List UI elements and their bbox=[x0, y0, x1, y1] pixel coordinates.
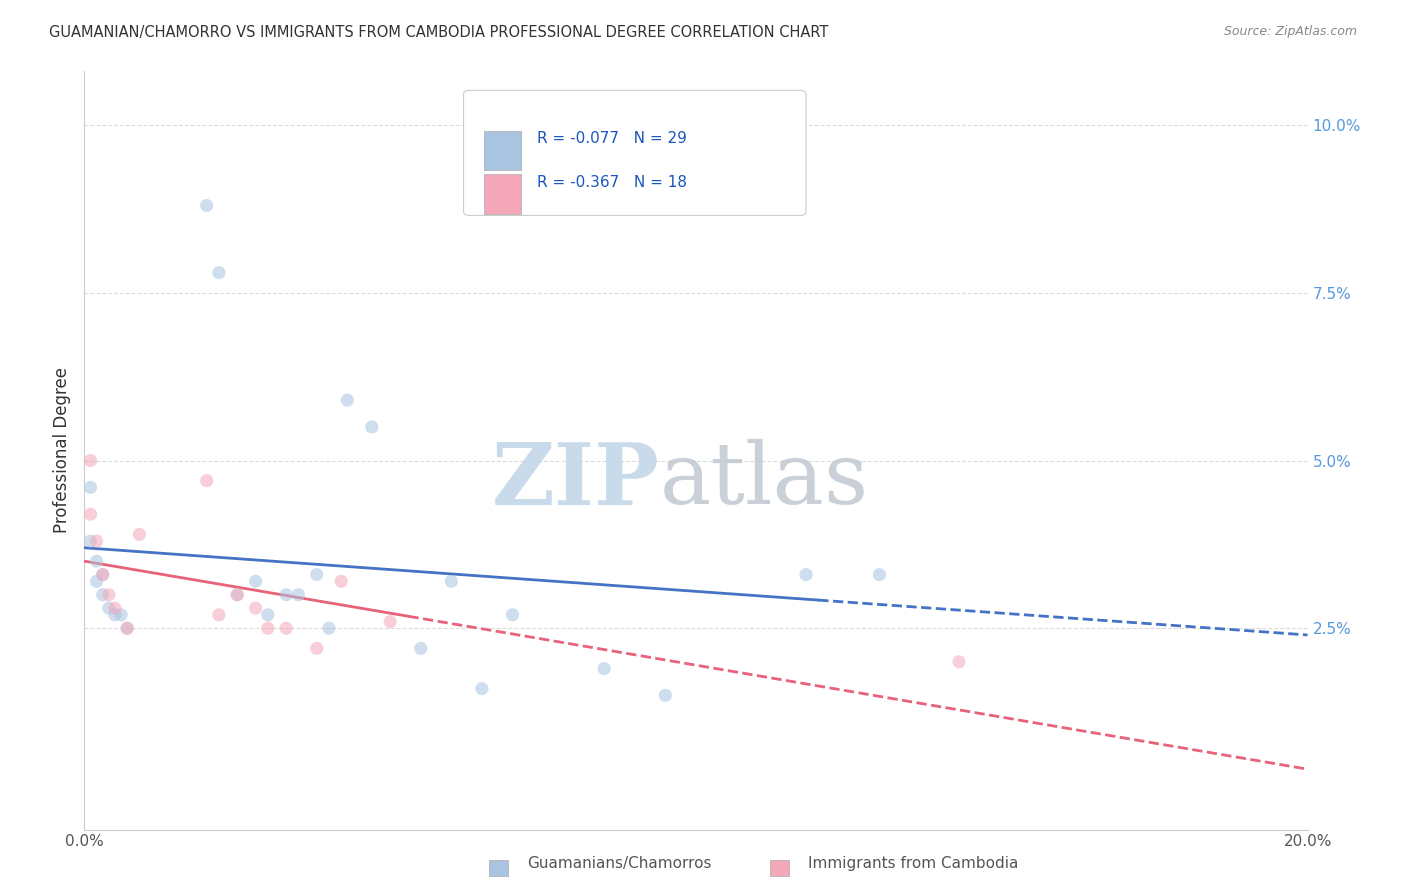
Point bbox=[97, 588, 120, 602]
Point bbox=[128, 527, 150, 541]
Point bbox=[593, 661, 616, 675]
Point bbox=[287, 588, 309, 602]
Text: Guamanians/Chamorros: Guamanians/Chamorros bbox=[527, 856, 711, 871]
Point bbox=[794, 567, 817, 582]
Point bbox=[502, 607, 524, 622]
FancyBboxPatch shape bbox=[464, 90, 806, 216]
Point bbox=[380, 615, 402, 629]
Point bbox=[208, 266, 231, 280]
Text: GUAMANIAN/CHAMORRO VS IMMIGRANTS FROM CAMBODIA PROFESSIONAL DEGREE CORRELATION C: GUAMANIAN/CHAMORRO VS IMMIGRANTS FROM CA… bbox=[49, 25, 828, 40]
Point bbox=[79, 480, 101, 494]
Point bbox=[276, 588, 298, 602]
Point bbox=[79, 453, 101, 467]
Point bbox=[226, 588, 249, 602]
Point bbox=[336, 393, 359, 408]
Point bbox=[86, 574, 108, 589]
Point bbox=[305, 641, 328, 656]
Point bbox=[86, 554, 108, 568]
FancyBboxPatch shape bbox=[484, 174, 522, 214]
Point bbox=[79, 507, 101, 521]
Point bbox=[245, 601, 267, 615]
Point bbox=[948, 655, 970, 669]
Point bbox=[97, 601, 120, 615]
Point bbox=[305, 567, 328, 582]
Point bbox=[409, 641, 432, 656]
Point bbox=[195, 474, 218, 488]
Text: Source: ZipAtlas.com: Source: ZipAtlas.com bbox=[1223, 25, 1357, 38]
Point bbox=[440, 574, 463, 589]
Point bbox=[115, 621, 138, 635]
Point bbox=[195, 198, 218, 212]
Text: R = -0.077   N = 29: R = -0.077 N = 29 bbox=[537, 131, 686, 146]
Point bbox=[104, 601, 127, 615]
Point bbox=[471, 681, 494, 696]
Point bbox=[245, 574, 267, 589]
Text: atlas: atlas bbox=[659, 439, 869, 523]
Point bbox=[257, 621, 280, 635]
Point bbox=[276, 621, 298, 635]
Point bbox=[226, 588, 249, 602]
Point bbox=[115, 621, 138, 635]
Y-axis label: Professional Degree: Professional Degree bbox=[53, 368, 72, 533]
Point bbox=[330, 574, 353, 589]
Point bbox=[360, 420, 382, 434]
Point bbox=[79, 534, 101, 549]
Point bbox=[318, 621, 340, 635]
Text: R = -0.367   N = 18: R = -0.367 N = 18 bbox=[537, 175, 688, 190]
Text: ZIP: ZIP bbox=[492, 439, 659, 523]
Point bbox=[208, 607, 231, 622]
Point bbox=[91, 567, 114, 582]
Point bbox=[86, 534, 108, 549]
Point bbox=[257, 607, 280, 622]
Point bbox=[110, 607, 132, 622]
FancyBboxPatch shape bbox=[484, 131, 522, 170]
Point bbox=[654, 689, 676, 703]
Point bbox=[91, 588, 114, 602]
Point bbox=[869, 567, 891, 582]
Text: Immigrants from Cambodia: Immigrants from Cambodia bbox=[808, 856, 1019, 871]
Point bbox=[91, 567, 114, 582]
Point bbox=[104, 607, 127, 622]
